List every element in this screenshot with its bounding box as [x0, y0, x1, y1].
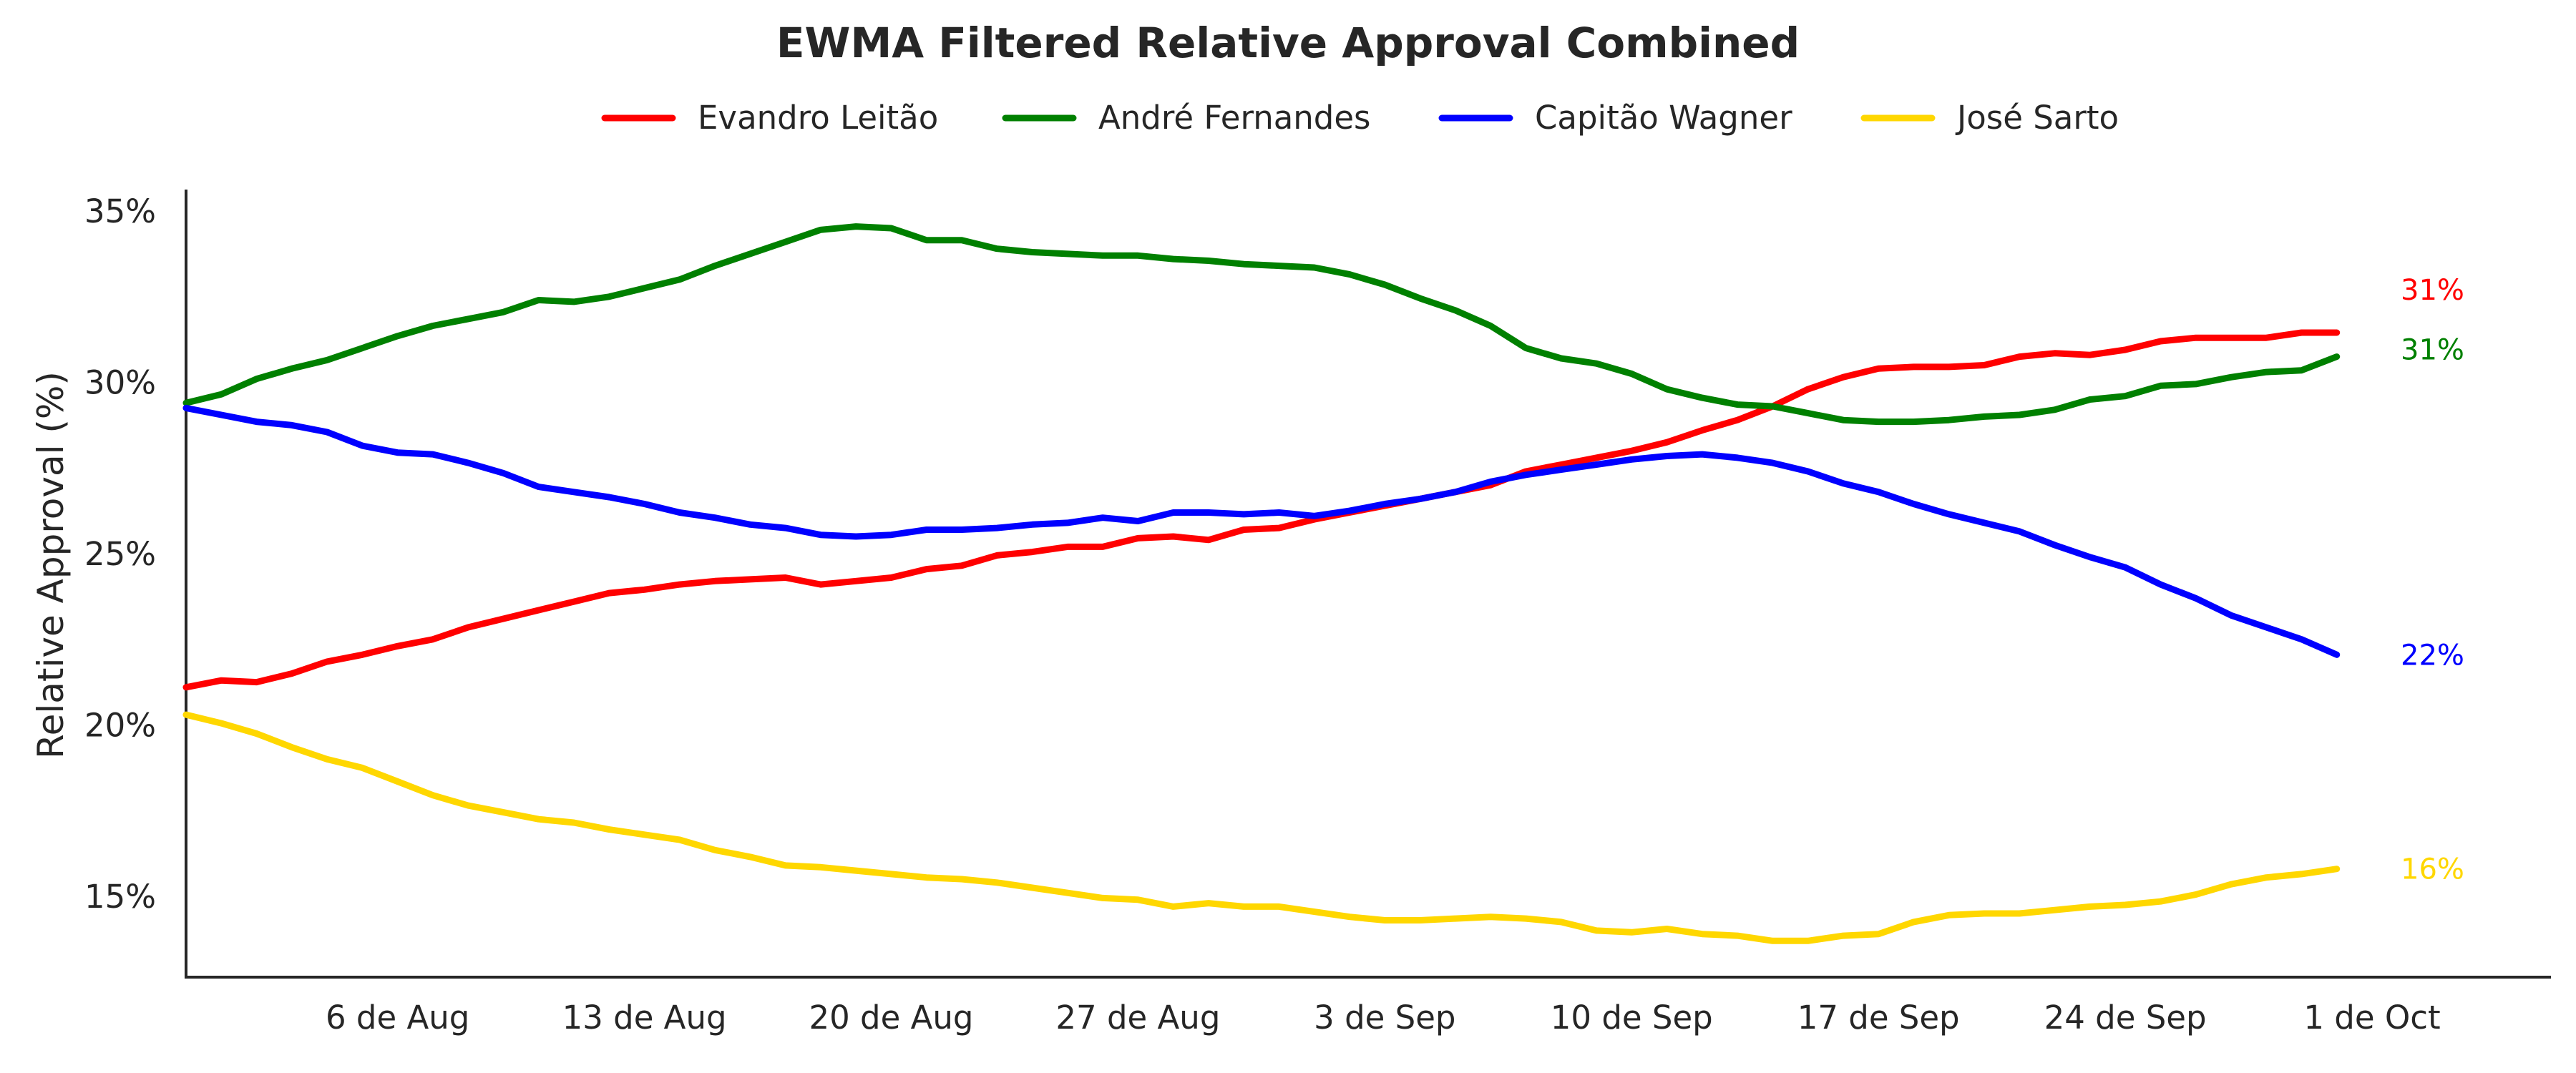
series-line-2 [182, 404, 2341, 658]
end-label: 31% [2401, 334, 2464, 367]
legend: Evandro Leitão André Fernandes Capitão Wag… [601, 99, 2119, 137]
x-tick-label: 27 de Aug [1055, 999, 1220, 1037]
x-tick-label: 17 de Sep [1797, 999, 1960, 1037]
end-label: 31% [2401, 274, 2464, 307]
series-lines [182, 223, 2341, 944]
series-line-3 [182, 711, 2341, 944]
chart-title: EWMA Filtered Relative Approval Combined [776, 19, 1800, 67]
y-tick-label: 25% [84, 535, 156, 573]
x-tick-label: 13 de Aug [562, 999, 727, 1037]
legend-item: Evandro Leitão [601, 99, 938, 137]
legend-item: José Sarto [1860, 99, 2119, 137]
series-line-0 [182, 329, 2341, 691]
end-label: 16% [2401, 853, 2464, 886]
y-tick-label: 20% [84, 707, 156, 745]
y-axis-ticks: 15% 20% 25% 30% 35% [84, 192, 156, 916]
legend-label: André Fernandes [1098, 99, 1371, 137]
y-tick-label: 35% [84, 192, 156, 230]
end-labels: 31% 31% 22% 16% [2401, 274, 2464, 886]
end-label: 22% [2401, 639, 2464, 672]
x-tick-label: 3 de Sep [1314, 999, 1455, 1037]
legend-label: José Sarto [1955, 99, 2119, 137]
legend-item: Capitão Wagner [1438, 99, 1792, 137]
legend-label: Evandro Leitão [698, 99, 938, 137]
y-tick-label: 30% [84, 364, 156, 402]
x-tick-label: 20 de Aug [809, 999, 973, 1037]
y-axis-title: Relative Approval (%) [30, 371, 72, 759]
x-tick-label: 10 de Sep [1551, 999, 1713, 1037]
x-axis-ticks: 6 de Aug 13 de Aug 20 de Aug 27 de Aug 3 de … [326, 999, 2441, 1037]
x-tick-label: 24 de Sep [2044, 999, 2207, 1037]
series-line-1 [182, 223, 2341, 426]
x-tick-label: 6 de Aug [326, 999, 469, 1037]
legend-label: Capitão Wagner [1535, 99, 1792, 137]
legend-item: André Fernandes [1002, 99, 1371, 137]
y-tick-label: 15% [84, 878, 156, 916]
x-tick-label: 1 de Oct [2303, 999, 2440, 1037]
